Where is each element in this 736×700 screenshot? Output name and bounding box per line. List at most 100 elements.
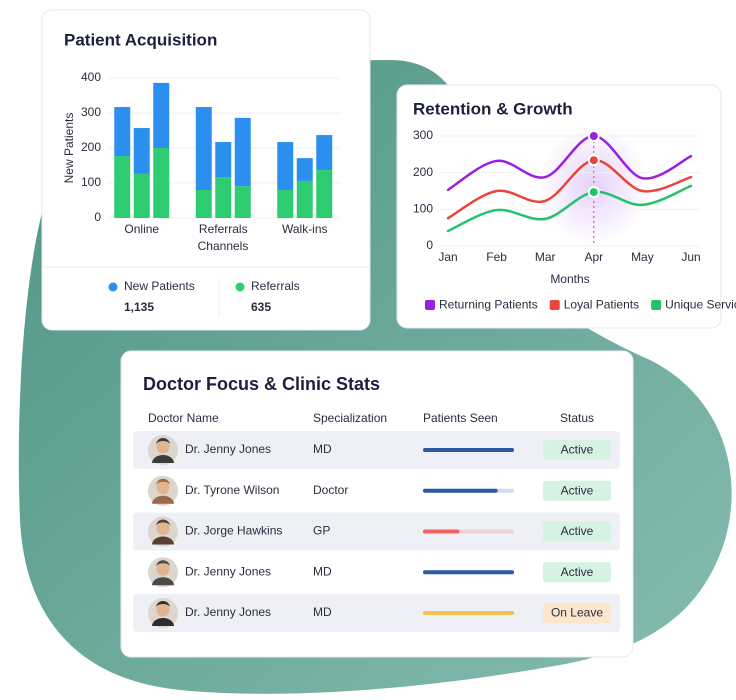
highlight-point bbox=[587, 186, 600, 199]
avatar-head bbox=[156, 522, 170, 535]
legend-total: 635 bbox=[251, 300, 271, 314]
x-tick-label: Online bbox=[124, 222, 159, 236]
bar-segment bbox=[316, 170, 333, 218]
legend-swatch bbox=[425, 300, 435, 310]
avatar-hair bbox=[156, 478, 170, 486]
bar-segment bbox=[133, 128, 150, 174]
legend-label: Returning Patients bbox=[439, 298, 538, 312]
line-series bbox=[446, 134, 693, 192]
bar-segment bbox=[114, 156, 131, 218]
status-badge bbox=[543, 603, 611, 623]
doctor-name: Dr. Jorge Hawkins bbox=[185, 524, 282, 538]
y-axis-label: New Patients bbox=[62, 113, 76, 184]
status-badge bbox=[543, 562, 611, 583]
doctor-name: Dr. Tyrone Wilson bbox=[185, 483, 279, 497]
x-tick-label: Jun bbox=[681, 250, 700, 264]
avatar-hair bbox=[156, 560, 170, 568]
status-badge bbox=[543, 521, 611, 542]
status-label: Active bbox=[561, 565, 594, 579]
column-header: Patients Seen bbox=[423, 411, 498, 425]
x-tick-label: Jan bbox=[438, 250, 457, 264]
row-background bbox=[133, 431, 620, 469]
avatar-body bbox=[152, 618, 174, 626]
bar-segment bbox=[195, 107, 212, 190]
bar-segment bbox=[215, 142, 232, 178]
legend-label: Referrals bbox=[251, 279, 300, 293]
y-tick-label: 200 bbox=[81, 140, 101, 154]
content: 0 100 200 300 400 New Patients Channels Online R… bbox=[62, 70, 736, 632]
card-title: Patient Acquisition bbox=[64, 30, 217, 49]
status-badge bbox=[543, 440, 611, 460]
y-tick-label: 100 bbox=[81, 175, 101, 189]
x-tick-label: Referrals bbox=[199, 222, 248, 236]
status-label: Active bbox=[561, 483, 594, 497]
legend-label: New Patients bbox=[124, 279, 195, 293]
y-tick-label: 100 bbox=[413, 202, 433, 216]
status-badge bbox=[543, 480, 611, 501]
legend-swatch bbox=[108, 282, 118, 292]
bar-segment bbox=[234, 186, 251, 218]
doctor-name: Dr. Jenny Jones bbox=[185, 564, 271, 578]
avatar-body bbox=[152, 495, 174, 504]
bar-segment bbox=[234, 117, 251, 187]
specialization: Doctor bbox=[313, 483, 348, 497]
bar-segment bbox=[296, 180, 313, 218]
x-tick-label: Mar bbox=[535, 250, 556, 264]
y-tick-label: 200 bbox=[413, 165, 433, 179]
progress-bar bbox=[423, 488, 498, 493]
x-axis-label: Channels bbox=[198, 239, 249, 253]
x-tick-label: May bbox=[631, 250, 654, 264]
avatar-hair bbox=[156, 438, 170, 445]
bar-segment bbox=[215, 177, 232, 218]
bar-segment bbox=[133, 173, 150, 218]
progress-bar bbox=[423, 611, 514, 615]
specialization: MD bbox=[313, 442, 332, 456]
card-title: Retention & Growth bbox=[413, 99, 573, 118]
row-background bbox=[133, 594, 620, 632]
column-header: Specialization bbox=[313, 411, 387, 425]
legend-label: Unique Services bbox=[665, 298, 736, 312]
specialization: MD bbox=[313, 564, 332, 578]
legend-swatch bbox=[651, 300, 662, 310]
progress-bar bbox=[423, 570, 514, 575]
column-header: Doctor Name bbox=[148, 411, 219, 425]
y-tick-label: 300 bbox=[81, 105, 101, 119]
bar-segment bbox=[153, 148, 170, 218]
line-series bbox=[446, 158, 693, 220]
doctor-name: Dr. Jenny Jones bbox=[185, 605, 271, 619]
bar-segment bbox=[153, 82, 170, 148]
status-label: Active bbox=[561, 524, 594, 538]
avatar-head bbox=[156, 603, 170, 617]
specialization: GP bbox=[313, 524, 330, 538]
legend-label: Loyal Patients bbox=[564, 298, 639, 312]
bar-segment bbox=[296, 158, 313, 181]
card-title: Doctor Focus & Clinic Stats bbox=[143, 374, 380, 394]
status-label: On Leave bbox=[551, 606, 603, 620]
doctor-name: Dr. Jenny Jones bbox=[185, 442, 271, 456]
progress-bar bbox=[423, 448, 514, 452]
legend-swatch bbox=[549, 300, 560, 310]
avatar-head bbox=[156, 481, 170, 495]
highlight-glow bbox=[538, 125, 649, 245]
status-label: Active bbox=[561, 443, 594, 457]
avatar-hair bbox=[156, 601, 170, 608]
y-tick-label: 0 bbox=[426, 238, 433, 252]
avatar-body bbox=[152, 455, 174, 463]
column-header: Status bbox=[560, 411, 594, 425]
avatar-body bbox=[152, 577, 174, 586]
doctor-card bbox=[120, 350, 634, 658]
x-tick-label: Walk-ins bbox=[282, 222, 328, 236]
highlight-point bbox=[587, 154, 600, 167]
bar-segment bbox=[316, 135, 333, 171]
legend-total: 1,135 bbox=[124, 300, 154, 314]
avatar-head bbox=[156, 440, 170, 454]
bar-segment bbox=[277, 190, 294, 218]
x-tick-label: Feb bbox=[486, 250, 507, 264]
row-background bbox=[133, 512, 620, 551]
avatar-body bbox=[152, 536, 174, 545]
y-tick-label: 400 bbox=[81, 70, 101, 84]
bar-segment bbox=[195, 190, 212, 218]
avatar-head bbox=[156, 562, 170, 576]
bar-segment bbox=[114, 107, 131, 157]
